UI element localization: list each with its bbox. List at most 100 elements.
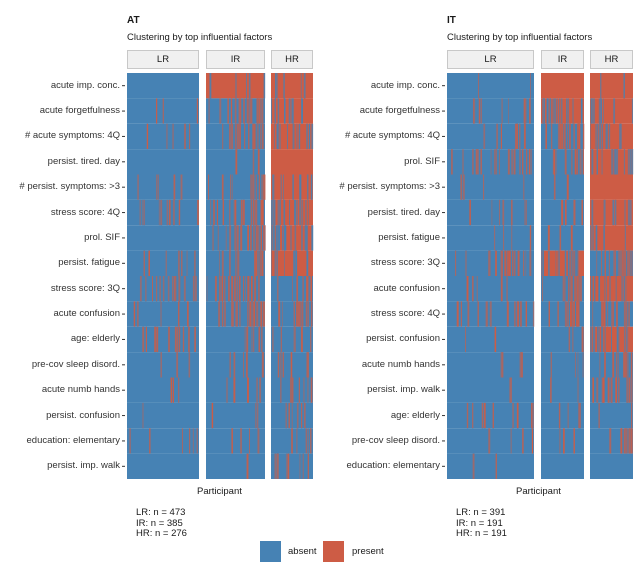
participant-streak xyxy=(257,149,260,175)
participant-streak xyxy=(525,301,528,327)
participant-streak xyxy=(556,98,558,124)
participant-streak xyxy=(467,301,470,327)
participant-streak xyxy=(235,250,237,276)
group-size-hr-at: HR: n = 276 xyxy=(136,528,187,539)
participant-streak xyxy=(254,225,256,251)
participant-streak xyxy=(460,301,462,327)
participant-streak xyxy=(530,149,532,175)
participant-streak xyxy=(296,199,298,226)
panel-title-at: AT xyxy=(127,15,140,26)
participant-streak xyxy=(260,326,263,353)
participant-streak xyxy=(467,276,469,302)
participant-streak xyxy=(509,377,511,403)
participant-streak xyxy=(501,98,503,124)
participant-streak xyxy=(502,199,505,226)
participant-streak xyxy=(611,149,613,175)
participant-streak xyxy=(599,352,601,378)
participant-streak xyxy=(279,123,281,150)
participant-streak xyxy=(574,276,576,302)
participant-streak xyxy=(224,301,226,327)
participant-streak xyxy=(523,98,525,124)
participant-streak xyxy=(239,123,241,150)
participant-streak xyxy=(611,377,613,403)
heatmap-cell-hr xyxy=(271,326,313,353)
participant-streak xyxy=(603,199,606,226)
participant-streak xyxy=(172,123,174,150)
participant-streak xyxy=(626,428,628,454)
participant-streak xyxy=(195,276,197,302)
participant-streak xyxy=(307,225,308,251)
participant-streak xyxy=(604,326,606,353)
participant-streak xyxy=(619,123,621,150)
participant-streak xyxy=(614,149,617,175)
participant-streak xyxy=(262,352,264,378)
participant-streak xyxy=(511,377,512,403)
participant-streak xyxy=(306,250,309,276)
participant-streak xyxy=(308,199,309,226)
participant-streak xyxy=(248,123,250,150)
participant-streak xyxy=(291,98,293,124)
participant-streak xyxy=(298,377,300,403)
participant-streak xyxy=(178,377,180,403)
participant-streak xyxy=(291,428,293,454)
participant-streak xyxy=(145,276,147,302)
participant-streak xyxy=(282,225,284,251)
participant-streak xyxy=(236,301,239,327)
participant-streak xyxy=(598,123,601,150)
participant-streak xyxy=(604,250,606,276)
y-tick-label: acute forgetfulness xyxy=(39,105,120,117)
participant-streak xyxy=(307,428,309,454)
heatmap-cell-hr xyxy=(271,199,313,226)
heatmap-cell-ir xyxy=(541,377,584,403)
participant-streak xyxy=(581,199,583,226)
participant-streak xyxy=(451,149,453,175)
participant-streak xyxy=(631,402,633,429)
participant-streak xyxy=(605,301,606,327)
participant-streak xyxy=(571,276,573,302)
participant-streak xyxy=(300,326,303,353)
facet-strip-it-ir: IR xyxy=(541,50,584,69)
participant-streak xyxy=(246,453,249,479)
participant-streak xyxy=(172,199,175,226)
participant-streak xyxy=(186,250,188,276)
participant-streak xyxy=(532,301,535,327)
participant-streak xyxy=(558,250,560,276)
participant-streak xyxy=(561,98,563,124)
heatmap-cell-lr xyxy=(447,123,534,150)
participant-streak xyxy=(460,174,463,200)
y-tick-label: age: elderly xyxy=(390,409,440,421)
participant-streak xyxy=(278,301,281,327)
participant-streak xyxy=(306,352,308,378)
participant-streak xyxy=(563,123,566,150)
participant-streak xyxy=(166,123,168,150)
participant-streak xyxy=(462,149,464,175)
participant-streak xyxy=(575,352,576,378)
participant-streak xyxy=(296,301,298,327)
participant-streak xyxy=(255,174,257,200)
participant-streak xyxy=(258,174,261,200)
participant-streak xyxy=(290,352,293,378)
participant-streak xyxy=(231,123,234,150)
participant-streak xyxy=(577,377,579,403)
participant-streak xyxy=(616,149,619,175)
participant-streak xyxy=(283,199,286,226)
participant-streak xyxy=(233,352,236,378)
participant-streak xyxy=(249,301,251,327)
participant-streak xyxy=(229,250,231,276)
participant-streak xyxy=(624,301,627,327)
participant-streak xyxy=(605,276,607,302)
participant-streak xyxy=(258,301,260,327)
participant-streak xyxy=(192,428,194,454)
y-tick-label: persist. imp. walk xyxy=(47,460,120,472)
participant-streak xyxy=(167,276,170,302)
participant-streak xyxy=(623,352,625,378)
participant-streak xyxy=(628,428,631,454)
participant-streak xyxy=(222,123,224,150)
y-tick-label: education: elementary xyxy=(346,460,440,472)
heatmap-cell-lr xyxy=(447,73,534,99)
participant-streak xyxy=(257,428,260,454)
participant-streak xyxy=(566,98,567,124)
participant-streak xyxy=(508,98,509,124)
y-tick-label: prol. SIF xyxy=(404,155,440,167)
participant-streak xyxy=(601,326,603,353)
